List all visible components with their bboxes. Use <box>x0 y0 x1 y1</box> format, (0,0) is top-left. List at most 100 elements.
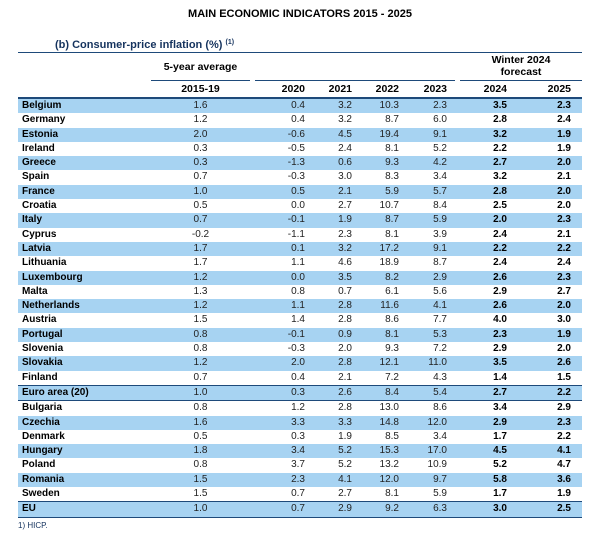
forecast-value-cell: 2.4 <box>557 257 571 269</box>
column-separator <box>250 80 255 99</box>
value-cell: 1.7 <box>193 257 208 269</box>
table-row: Finland 0.7 0.4 2.1 7.2 4.3 1.4 1.5 <box>18 370 582 386</box>
forecast-value-cell: 2.6 <box>518 356 582 371</box>
forecast-value-cell: 2.0 <box>557 343 571 355</box>
value-cell: 4.6 <box>338 257 352 269</box>
value-cell: -1.3 <box>255 156 313 171</box>
value-cell: 4.1 <box>313 472 360 488</box>
table-row: Croatia 0.5 0.0 2.7 10.7 8.4 2.5 2.0 <box>18 199 582 214</box>
value-cell: 8.7 <box>360 213 407 228</box>
column-separator <box>455 170 460 185</box>
column-separator <box>455 356 460 371</box>
forecast-value-cell: 1.7 <box>493 488 507 500</box>
forecast-value-cell: 2.7 <box>557 285 571 297</box>
value-cell: 0.3 <box>255 384 313 402</box>
value-cell: 8.1 <box>385 488 399 500</box>
forecast-value-cell: 2.0 <box>460 213 518 228</box>
value-cell: 11.0 <box>407 356 455 371</box>
table-row: Poland 0.8 3.7 5.2 13.2 10.9 5.2 4.7 <box>18 458 582 473</box>
forecast-value-cell: 2.3 <box>518 270 582 285</box>
column-separator <box>250 170 255 185</box>
table-row: Luxembourg 1.2 0.0 3.5 8.2 2.9 2.6 2.3 <box>18 270 582 285</box>
value-cell: 1.0 <box>151 384 250 402</box>
forecast-value-cell: 1.5 <box>557 371 571 383</box>
column-separator <box>250 356 255 371</box>
value-cell: 0.8 <box>151 327 250 343</box>
column-separator <box>455 429 460 445</box>
column-separator <box>455 342 460 357</box>
column-separator <box>455 444 460 459</box>
column-separator <box>250 227 255 242</box>
value-cell: 2.6 <box>313 384 360 402</box>
country-cell: Denmark <box>22 430 65 442</box>
column-separator <box>455 299 460 314</box>
forecast-value-cell: 2.4 <box>557 114 571 126</box>
year-header: 2020 <box>255 80 313 99</box>
column-separator <box>455 113 460 128</box>
country-header-blank <box>18 53 151 81</box>
value-cell: 0.6 <box>313 156 360 171</box>
value-cell: 0.1 <box>255 241 313 257</box>
value-cell: 3.5 <box>313 270 360 285</box>
value-cell: 12.1 <box>360 356 407 371</box>
country-header-blank <box>18 80 151 99</box>
column-separator <box>250 256 255 271</box>
table-row: Denmark 0.5 0.3 1.9 8.5 3.4 1.7 2.2 <box>18 429 582 445</box>
table-row: Belgium 1.6 0.4 3.2 10.3 2.3 3.5 2.3 <box>18 98 582 114</box>
value-cell: 2.0 <box>338 343 352 355</box>
year-header: 2022 <box>360 80 407 99</box>
table-row: Czechia 1.6 3.3 3.3 14.8 12.0 2.9 2.3 <box>18 415 582 430</box>
section-title: (b) Consumer-price inflation (%) (1) <box>55 36 600 51</box>
forecast-value-cell: 1.7 <box>493 430 507 442</box>
forecast-value-cell: 3.0 <box>460 501 518 518</box>
country-cell: Latvia <box>18 241 151 257</box>
value-cell: 5.9 <box>407 213 455 228</box>
column-separator <box>455 199 460 214</box>
value-cell: 0.5 <box>193 430 208 442</box>
column-separator <box>250 313 255 328</box>
column-separator <box>455 213 460 228</box>
value-cell: 17.2 <box>360 241 407 257</box>
forecast-value-cell: 3.5 <box>460 356 518 371</box>
table-row: Portugal 0.8 -0.1 0.9 8.1 5.3 2.3 1.9 <box>18 327 582 343</box>
value-cell: 7.2 <box>433 343 447 355</box>
value-cell: 13.0 <box>379 402 399 414</box>
forecast-value-cell: 2.1 <box>557 228 571 240</box>
column-separator <box>455 458 460 473</box>
document-title: MAIN ECONOMIC INDICATORS 2015 - 2025 <box>188 8 412 20</box>
table-row: Romania 1.5 2.3 4.1 12.0 9.7 5.8 3.6 <box>18 472 582 488</box>
country-cell: Germany <box>22 114 66 126</box>
column-separator <box>250 141 255 157</box>
forecast-value-cell: 5.8 <box>460 472 518 488</box>
inflation-table: 5-year average Winter 2024 forecast 2015… <box>18 52 582 518</box>
value-cell: 8.2 <box>360 270 407 285</box>
country-cell: Slovenia <box>22 343 64 355</box>
value-cell: 2.8 <box>313 299 360 314</box>
table-row: Slovenia 0.8 -0.3 2.0 9.3 7.2 2.9 2.0 <box>18 342 582 357</box>
forecast-value-cell: 4.5 <box>460 444 518 459</box>
value-cell: 9.1 <box>407 127 455 142</box>
forecast-value-cell: 2.8 <box>460 184 518 200</box>
value-cell: 2.1 <box>338 371 352 383</box>
value-cell: 0.5 <box>193 200 208 212</box>
value-cell: 8.4 <box>433 200 447 212</box>
value-cell: 8.5 <box>385 430 399 442</box>
forecast-value-cell: 2.9 <box>493 343 507 355</box>
forecast-value-cell: 1.9 <box>518 327 582 343</box>
value-cell: 9.3 <box>385 343 399 355</box>
column-separator <box>250 284 255 300</box>
value-cell: 18.9 <box>379 257 399 269</box>
value-cell: -0.5 <box>287 142 305 154</box>
footnote-ref: (1) <box>225 39 235 46</box>
forecast-value-cell: 3.4 <box>493 402 507 414</box>
table-row: France 1.0 0.5 2.1 5.9 5.7 2.8 2.0 <box>18 184 582 200</box>
country-cell: Poland <box>22 459 56 471</box>
table-row: Slovakia 1.2 2.0 2.8 12.1 11.0 3.5 2.6 <box>18 356 582 371</box>
country-cell: Spain <box>22 171 50 183</box>
forecast-value-cell: 3.5 <box>460 98 518 114</box>
value-cell: 0.9 <box>313 327 360 343</box>
forecast-value-cell: 2.3 <box>518 98 582 114</box>
value-cell: -0.6 <box>255 127 313 142</box>
value-cell: 8.6 <box>433 402 447 414</box>
value-cell: 13.2 <box>379 459 399 471</box>
